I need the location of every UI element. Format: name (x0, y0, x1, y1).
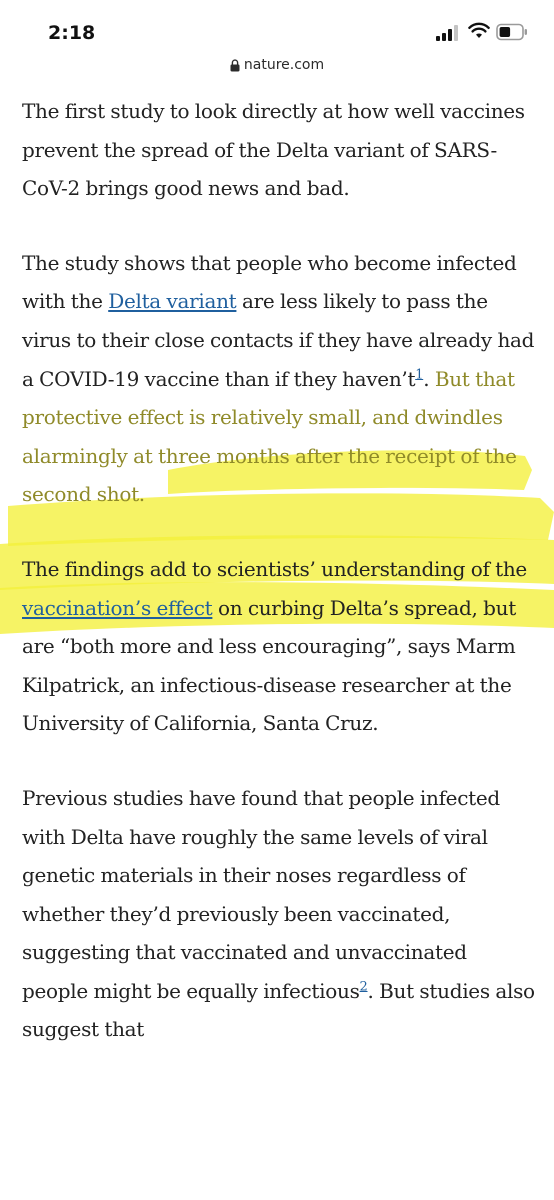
article-paragraph-2: The study shows that people who become i… (22, 244, 538, 514)
signal-icon (436, 25, 458, 41)
paragraph-text: . But studies also suggest that (22, 978, 535, 1042)
status-time: 2:18 (48, 22, 96, 44)
vaccination-effect-link[interactable]: vaccination’s effect (22, 595, 213, 620)
reference-2-link[interactable]: 2 (359, 979, 368, 995)
paragraph-text: The findings add to scientists’ understa… (22, 556, 527, 581)
article-body: The first study to look directly at how … (22, 92, 538, 1085)
status-bar: 2:18 (0, 0, 554, 52)
paragraph-text: Previous studies have found that people … (22, 785, 500, 1003)
article-paragraph-3: The findings add to scientists’ understa… (22, 550, 538, 743)
url-domain: nature.com (243, 57, 325, 73)
url-bar[interactable]: nature.com (0, 52, 554, 78)
paragraph-text: . (423, 366, 435, 391)
reference-1-link[interactable]: 1 (415, 366, 424, 382)
paragraph-text: The study shows that people who become i… (22, 250, 517, 314)
article-paragraph-4: Previous studies have found that people … (22, 779, 538, 1049)
paragraph-text: are less likely to pass the virus to the… (22, 289, 535, 391)
lock-icon (230, 58, 240, 71)
highlighted-sentence: But that protective effect is relatively… (22, 366, 517, 507)
paragraph-text: on curbing Delta’s spread, but are “both… (22, 595, 516, 736)
battery-icon (496, 23, 527, 41)
wifi-icon (468, 22, 490, 38)
article-paragraph-1: The first study to look directly at how … (22, 99, 525, 201)
delta-variant-link[interactable]: Delta variant (108, 289, 237, 314)
